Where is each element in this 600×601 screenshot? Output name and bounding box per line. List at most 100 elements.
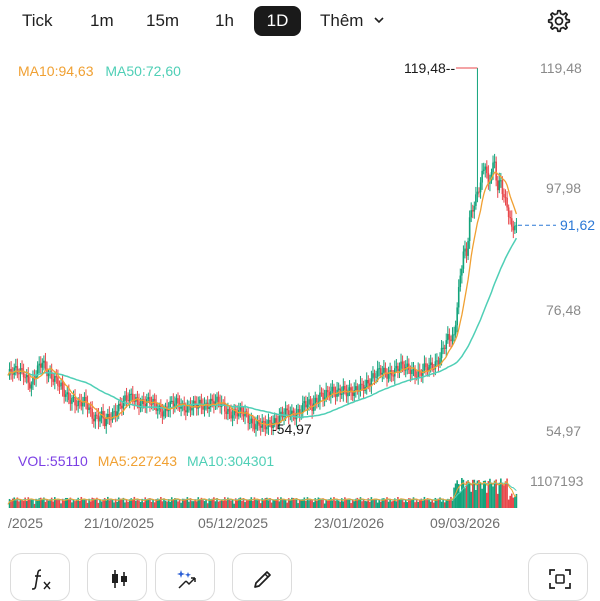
volume-bar <box>348 498 351 508</box>
candle-body <box>38 363 40 366</box>
candle-body <box>392 375 395 377</box>
volume-bar <box>475 490 477 508</box>
volume-bar <box>61 498 64 508</box>
volume-bar <box>440 501 443 508</box>
volume-bar <box>135 500 137 508</box>
candle-body <box>373 373 376 378</box>
volume-bar <box>202 498 204 508</box>
candle-body <box>414 369 416 377</box>
candle-body <box>75 405 78 407</box>
volume-bar <box>504 481 507 508</box>
volume-bar <box>501 484 504 508</box>
volume-bar <box>470 491 473 508</box>
candle-body <box>43 360 45 363</box>
magic-wand-icon <box>177 570 196 589</box>
volume-bar <box>138 500 140 508</box>
volume-legend: VOL:55110 MA5:227243 MA10:304301 <box>18 453 274 469</box>
candle-body <box>286 408 288 411</box>
candle-body <box>160 405 162 412</box>
candle-body <box>340 393 343 395</box>
candle-body <box>369 383 371 387</box>
candle-body <box>177 398 179 404</box>
chart-type-button[interactable] <box>87 553 147 601</box>
volume-bar <box>14 500 17 508</box>
candle-body <box>153 398 156 403</box>
candle-body <box>356 386 359 392</box>
volume-bar <box>461 478 463 508</box>
candle-body <box>473 205 476 212</box>
volume-bar <box>515 493 518 508</box>
volume-bar <box>161 501 164 508</box>
candle-body <box>266 427 268 430</box>
volume-bar <box>39 497 42 508</box>
candle-body <box>208 407 210 409</box>
chevron-down-icon <box>374 17 384 24</box>
vol-ma10-value: MA10:304301 <box>186 453 275 469</box>
volume-bar <box>113 502 115 508</box>
price-axis-label: 119,48 <box>540 60 582 76</box>
low-price-marker: -54,97 <box>272 421 312 437</box>
tab-15m[interactable]: 15m <box>146 11 180 30</box>
volume-bar <box>476 480 479 508</box>
tab-1h[interactable]: 1h <box>215 11 234 30</box>
candle-body <box>131 393 134 402</box>
draw-button[interactable] <box>232 553 292 601</box>
tab-more[interactable]: Thêm <box>320 6 384 36</box>
candle-body <box>291 410 293 415</box>
volume-bar <box>330 497 332 508</box>
volume-bar <box>397 497 399 508</box>
indicator-button[interactable] <box>10 553 70 601</box>
volume-bar <box>283 499 285 508</box>
volume-bar <box>32 499 34 508</box>
volume-bar <box>211 498 214 508</box>
tab-tick[interactable]: Tick <box>22 11 53 30</box>
candle-body <box>71 397 73 404</box>
candle-body <box>209 398 212 408</box>
candle-body <box>431 362 434 369</box>
candle-body <box>110 419 112 421</box>
volume-bar <box>356 497 359 508</box>
vol-ma5-value: MA5:227243 <box>97 453 178 469</box>
volume-bar <box>217 501 220 508</box>
candle-body <box>174 403 176 407</box>
gear-icon[interactable] <box>546 8 572 34</box>
candle-body <box>138 401 140 409</box>
price-chart[interactable] <box>0 0 600 545</box>
price-legend: MA10:94,63 MA50:72,60 <box>18 63 181 79</box>
candle-body <box>447 334 449 341</box>
volume-bar <box>328 499 331 508</box>
high-price-value: 119,48 <box>404 60 446 76</box>
candle-body <box>105 418 108 427</box>
candle-body <box>354 386 357 391</box>
volume-bar <box>197 497 200 508</box>
candle-body <box>121 405 123 409</box>
volume-bar <box>110 498 112 508</box>
candle-body <box>44 360 47 369</box>
volume-bar <box>277 497 279 508</box>
candle-body <box>384 367 387 373</box>
volume-bar <box>72 499 75 508</box>
volume-bar <box>146 499 148 508</box>
tab-1m[interactable]: 1m <box>90 11 114 30</box>
ma50-line <box>7 237 518 419</box>
fullscreen-button[interactable] <box>528 553 588 601</box>
volume-bar <box>100 501 103 508</box>
volume-bar <box>336 499 338 508</box>
candle-body <box>308 399 310 405</box>
candle-body <box>63 389 65 397</box>
candle-body <box>247 414 249 424</box>
ai-tools-button[interactable] <box>155 553 215 601</box>
candle-body <box>301 403 304 413</box>
volume-bar <box>11 498 14 508</box>
candle-body <box>476 191 479 195</box>
volume-bar <box>64 497 67 508</box>
candle-body <box>489 180 491 184</box>
candle-body <box>280 411 282 416</box>
volume-bar <box>21 500 23 508</box>
volume-bar <box>208 498 210 508</box>
candle-body <box>88 407 90 410</box>
tab-1d[interactable]: 1D <box>254 6 301 36</box>
candle-body <box>122 401 125 409</box>
candle-body <box>258 420 260 426</box>
candle-body <box>78 400 81 402</box>
